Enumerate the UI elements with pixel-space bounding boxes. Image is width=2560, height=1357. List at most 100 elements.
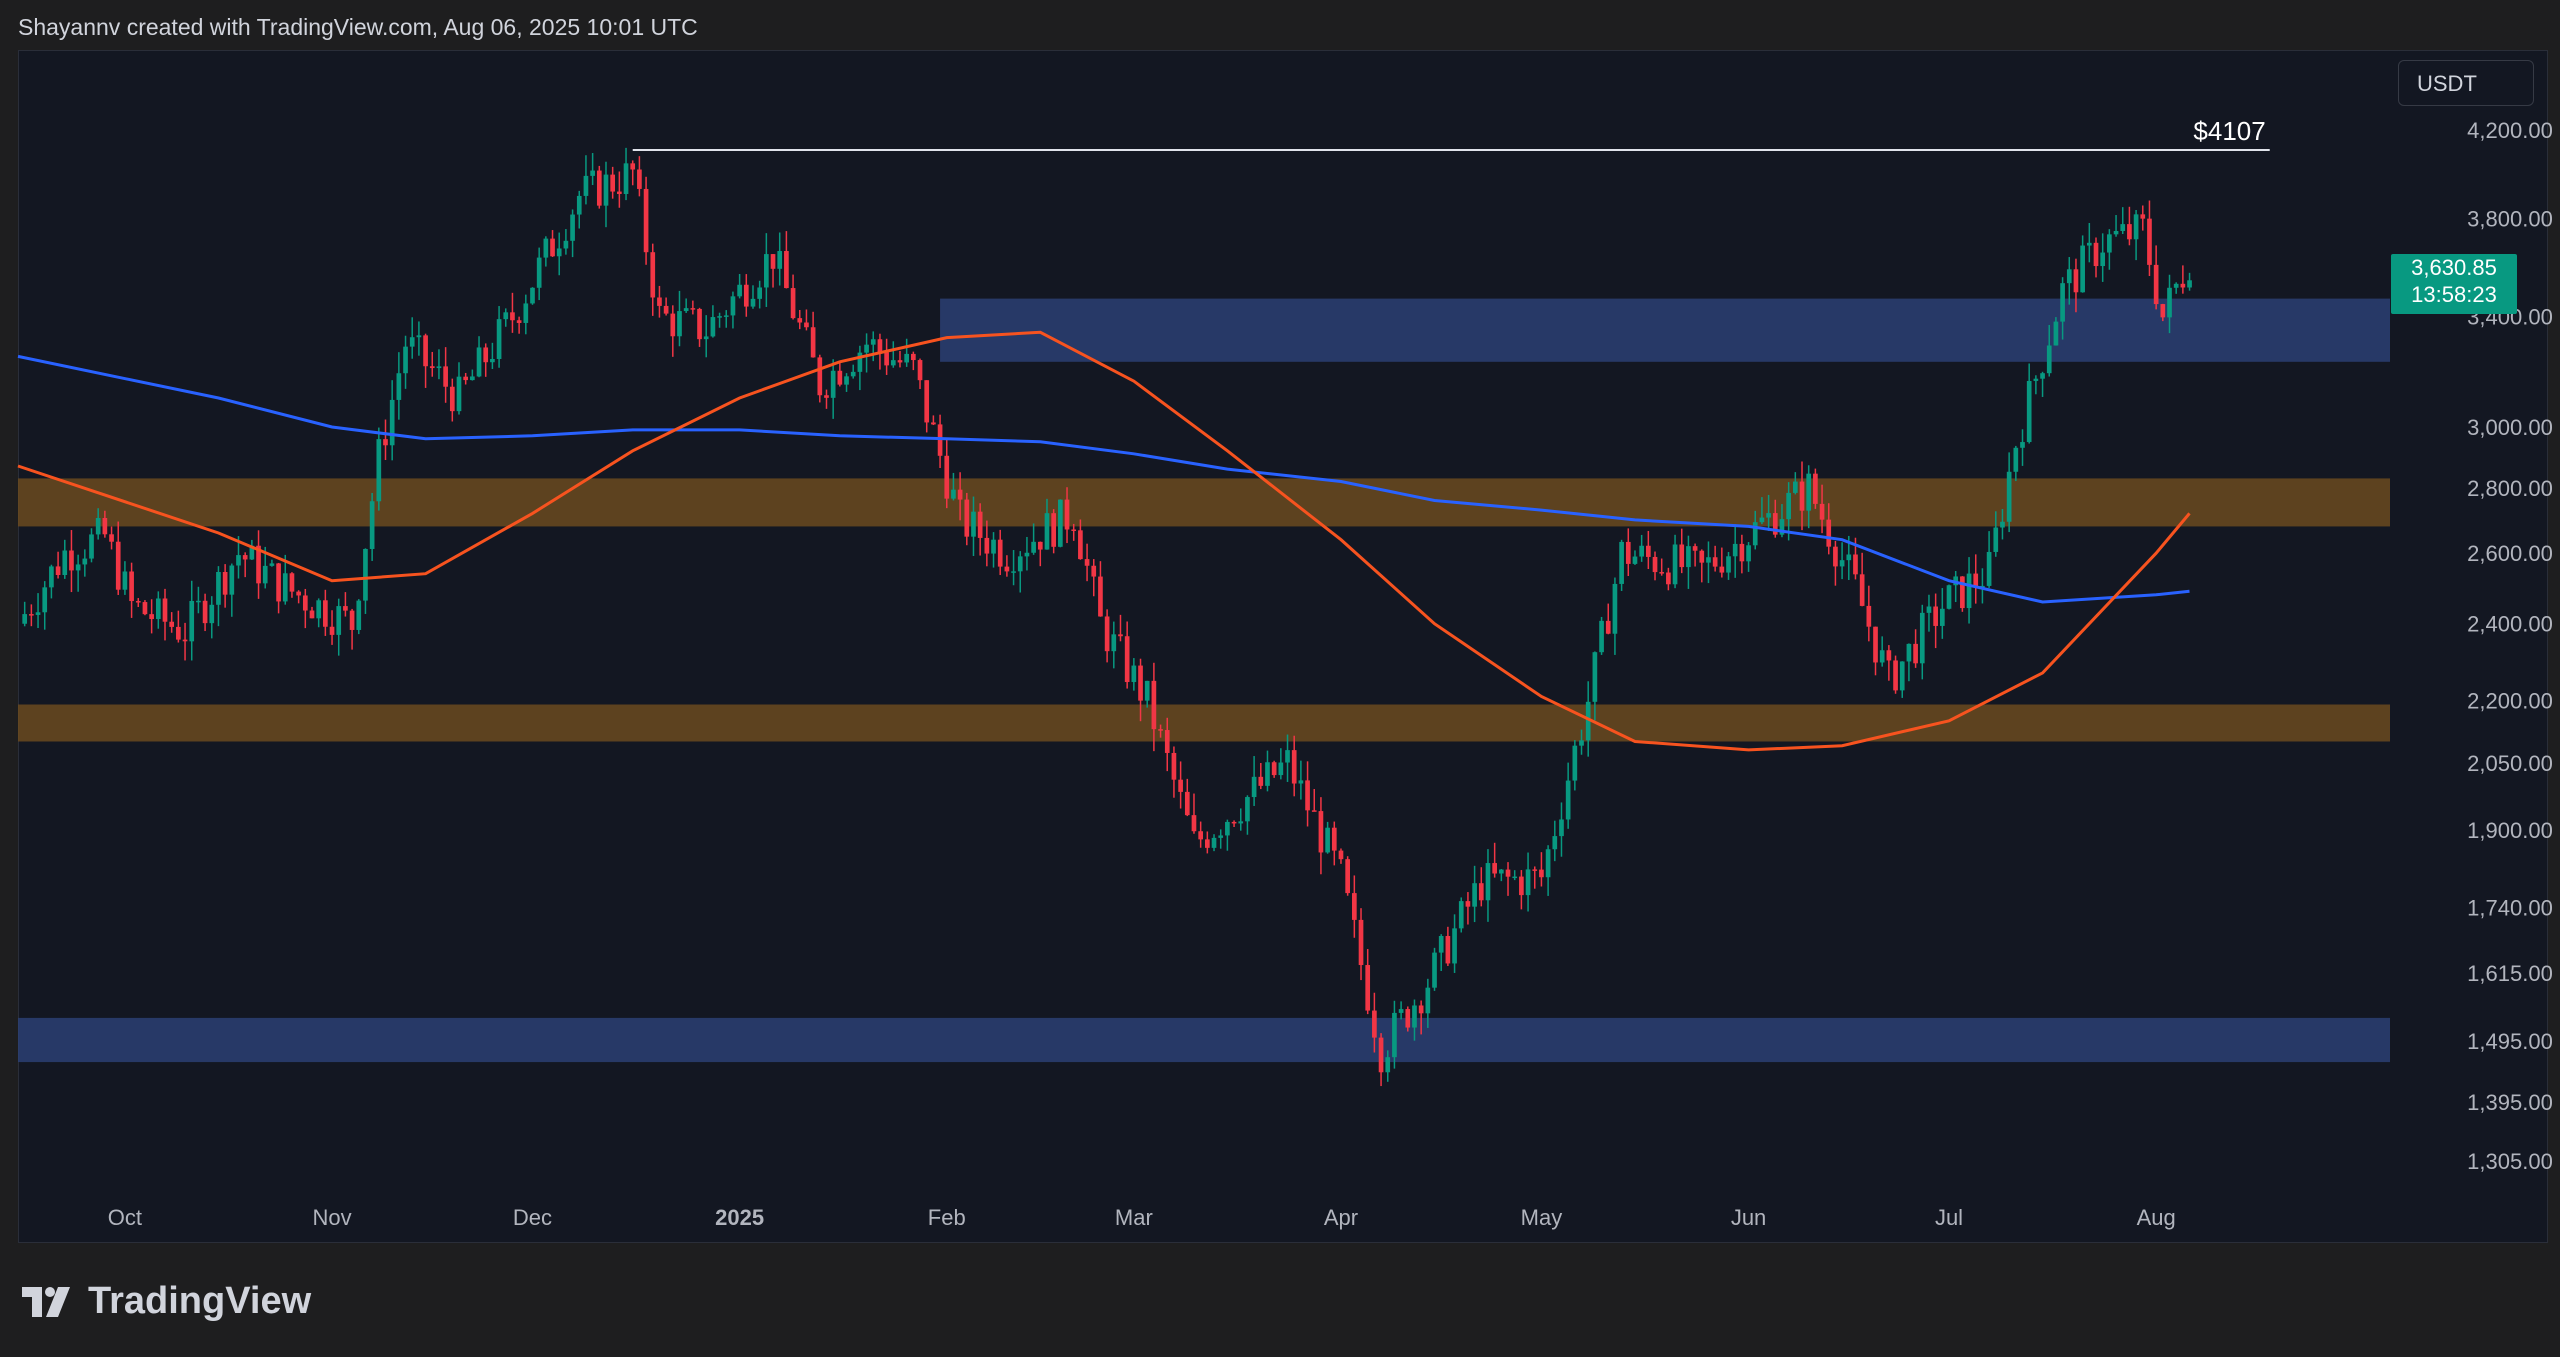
candle-body xyxy=(1218,835,1224,838)
candle-body xyxy=(2127,224,2132,240)
candle xyxy=(1739,534,1745,574)
candle-body xyxy=(122,571,128,590)
candle xyxy=(2020,429,2025,466)
candle xyxy=(296,590,301,604)
candle-body xyxy=(1565,780,1571,820)
candle xyxy=(1839,542,1845,580)
candle-body xyxy=(363,548,368,601)
candle xyxy=(423,333,428,388)
candle-body xyxy=(182,639,188,642)
candle-body xyxy=(1946,585,1952,609)
candle-body xyxy=(1672,544,1678,585)
candle xyxy=(95,508,101,540)
candle-body xyxy=(1545,849,1551,878)
candle-body xyxy=(1071,529,1077,531)
candle xyxy=(1505,862,1511,896)
candle-body xyxy=(75,564,81,571)
candle-body xyxy=(1585,701,1591,741)
candle xyxy=(403,335,408,389)
candle-body xyxy=(1792,481,1798,493)
candle-body xyxy=(1813,473,1818,504)
candle-body xyxy=(129,571,134,602)
currency-selector-button[interactable]: USDT xyxy=(2398,60,2534,106)
candle-body xyxy=(917,360,923,381)
candle xyxy=(2133,210,2139,261)
candle-body xyxy=(376,439,382,502)
candle-body xyxy=(1839,560,1845,567)
candle xyxy=(1138,658,1143,722)
candle xyxy=(1759,497,1765,525)
candle xyxy=(2100,233,2106,282)
candle xyxy=(1124,621,1130,689)
x-tick-label: Oct xyxy=(108,1205,142,1230)
candle-body xyxy=(396,373,402,400)
candle xyxy=(1579,729,1584,755)
candle-body xyxy=(389,399,395,446)
candle xyxy=(697,307,702,347)
candle xyxy=(476,336,482,378)
candle-body xyxy=(49,566,54,588)
candle-body xyxy=(490,358,495,363)
candle-body xyxy=(1024,552,1030,557)
candle xyxy=(723,310,729,328)
candle-body xyxy=(62,550,68,576)
candle xyxy=(1144,680,1150,708)
candle-body xyxy=(1866,605,1872,627)
candle xyxy=(1545,845,1551,896)
candle xyxy=(670,305,676,357)
candle-body xyxy=(2160,304,2166,318)
candle xyxy=(1245,795,1250,835)
candle-body xyxy=(1806,473,1812,511)
candle xyxy=(1318,797,1324,875)
candle-body xyxy=(984,537,990,554)
chart-attribution: Shayannv created with TradingView.com, A… xyxy=(18,14,698,40)
candle xyxy=(951,472,956,501)
candle xyxy=(69,530,74,593)
candle-body xyxy=(617,191,622,194)
candle xyxy=(1412,999,1417,1041)
candle-body xyxy=(576,195,582,215)
candle-body xyxy=(877,339,883,353)
candle-body xyxy=(864,344,869,353)
candle xyxy=(376,427,382,511)
candle xyxy=(2147,200,2152,276)
candle-body xyxy=(176,626,181,640)
candle xyxy=(1198,821,1203,848)
candle xyxy=(102,510,108,538)
candle xyxy=(1539,852,1544,887)
candle xyxy=(2000,509,2005,540)
candle-body xyxy=(383,439,388,446)
candle xyxy=(1151,662,1157,752)
candle xyxy=(242,552,248,578)
candle-body xyxy=(583,175,589,196)
candle-body xyxy=(1779,519,1785,535)
candle xyxy=(957,472,963,521)
candle xyxy=(2180,265,2186,294)
candle-body xyxy=(1632,556,1638,564)
candle xyxy=(276,562,281,614)
tradingview-logo-text: TradingView xyxy=(88,1280,312,1322)
candle xyxy=(1679,528,1685,574)
candle xyxy=(1498,869,1504,882)
candle xyxy=(991,532,996,568)
candle-body xyxy=(536,257,542,288)
candle xyxy=(1037,541,1043,567)
candle xyxy=(1365,949,1371,1015)
candle xyxy=(1078,519,1083,560)
tradingview-logo[interactable]: TradingView xyxy=(22,1280,311,1323)
candle-body xyxy=(1599,620,1604,653)
candle-body xyxy=(196,600,201,603)
y-tick-label: 2,800.00 xyxy=(2467,476,2553,501)
ma-fast-line xyxy=(17,330,2191,752)
candle-body xyxy=(2033,378,2039,381)
candle xyxy=(1519,870,1524,910)
candle-body xyxy=(770,254,776,269)
candle-body xyxy=(723,315,729,317)
candle-body xyxy=(1338,850,1344,860)
candle xyxy=(1980,568,1985,604)
candle xyxy=(209,596,215,639)
candle xyxy=(1973,554,1979,604)
candle-body xyxy=(29,614,34,616)
candle xyxy=(703,315,709,358)
